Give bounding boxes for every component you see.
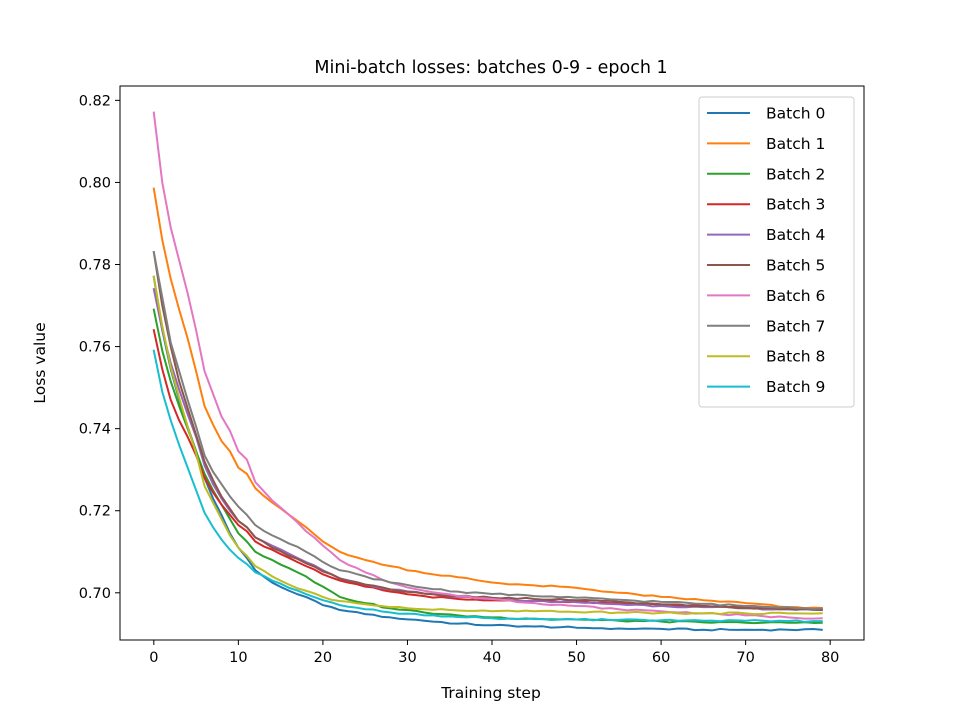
legend-entries: Batch 0 Batch 1 Batch 2 Batch 3 Batch 4 Batch…	[707, 105, 825, 396]
legend-label-batch-3: Batch 3	[766, 196, 825, 214]
series-line-batch-5	[152, 251, 823, 612]
legend-label-batch-8: Batch 8	[766, 348, 825, 366]
series-layer	[152, 111, 823, 632]
x-tick-label: 50	[567, 650, 585, 666]
legend-label-batch-5: Batch 5	[766, 257, 825, 275]
legend-label-batch-4: Batch 4	[766, 226, 825, 244]
chart-title: Mini-batch losses: batches 0-9 - epoch 1	[314, 58, 667, 78]
y-tick-label: 0.78	[79, 258, 111, 274]
series-line-batch-9	[152, 349, 823, 623]
x-axis-label: Training step	[440, 684, 541, 702]
legend-label-batch-6: Batch 6	[766, 287, 825, 305]
x-tick-label: 20	[314, 650, 332, 666]
y-tick-label: 0.74	[79, 422, 111, 438]
series-line-batch-1	[152, 187, 823, 610]
x-axis: 0 10 20 30 40 50 60 70 80	[149, 640, 839, 666]
x-tick-label: 40	[483, 650, 501, 666]
y-tick-label: 0.82	[79, 93, 111, 109]
y-tick-label: 0.80	[79, 175, 111, 191]
legend-label-batch-7: Batch 7	[766, 317, 825, 335]
legend: Batch 0 Batch 1 Batch 2 Batch 3 Batch 4 Batch…	[698, 96, 855, 408]
series-line-batch-8	[152, 275, 823, 616]
x-tick-label: 10	[229, 650, 247, 666]
x-tick-label: 30	[398, 650, 416, 666]
x-tick-label: 80	[821, 650, 839, 666]
y-tick-label: 0.76	[79, 340, 111, 356]
x-tick-label: 0	[149, 650, 158, 666]
y-tick-label: 0.70	[79, 586, 111, 602]
x-tick-label: 70	[736, 650, 754, 666]
legend-label-batch-1: Batch 1	[766, 135, 825, 153]
legend-label-batch-0: Batch 0	[766, 105, 825, 123]
series-line-batch-7	[152, 251, 823, 610]
y-axis-label: Loss value	[31, 322, 49, 403]
y-tick-label: 0.72	[79, 504, 111, 520]
legend-label-batch-2: Batch 2	[766, 165, 825, 183]
x-tick-label: 60	[652, 650, 670, 666]
legend-label-batch-9: Batch 9	[766, 378, 825, 396]
y-axis: 0.70 0.72 0.74 0.76 0.78 0.80 0.82	[79, 93, 120, 602]
